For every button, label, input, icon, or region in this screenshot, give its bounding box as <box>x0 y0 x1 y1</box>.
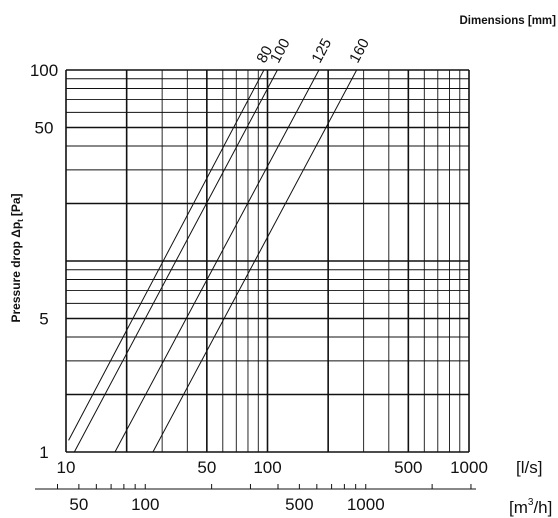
series-line-80 <box>68 69 265 441</box>
series-line-160 <box>152 69 358 453</box>
x2-tick-label: 500 <box>285 495 313 514</box>
y-tick-label: 5 <box>39 309 48 328</box>
x2-label-tail: /h] <box>533 498 552 517</box>
y-tick-label: 50 <box>35 118 54 137</box>
x-tick-label: 100 <box>253 458 281 477</box>
series-label: 100 <box>267 36 294 66</box>
series-line-100 <box>73 69 278 453</box>
series-label: 125 <box>308 36 335 66</box>
x-tick-label: 10 <box>57 458 76 477</box>
y-axis-label-subscript: t <box>16 219 25 222</box>
y-axis-label-unit: [Pa] <box>9 193 23 216</box>
x-axis-label-ls: [l/s] <box>516 458 542 477</box>
x-axis-label-m3h: [m3/h] <box>509 497 552 517</box>
legend-title: Dimensions [mm] <box>460 15 557 27</box>
grid <box>65 69 470 453</box>
x-tick-label: 50 <box>197 458 216 477</box>
x-tick-label: 1000 <box>450 458 488 477</box>
y-tick-label: 100 <box>30 61 58 80</box>
x2-label-sup: 3 <box>528 497 534 508</box>
y-tick-label: 1 <box>39 443 48 462</box>
series-label: 80 <box>253 43 276 66</box>
x2-tick-label: 1000 <box>347 495 385 514</box>
x-tick-label: 500 <box>394 458 422 477</box>
x2-tick-label: 50 <box>69 495 88 514</box>
y-axis-label-main: Pressure drop Δp <box>9 222 23 323</box>
x2-tick-label: 100 <box>131 495 159 514</box>
y-axis-label: Pressure drop Δpt [Pa] <box>9 193 25 322</box>
x2-label-base: [m <box>509 498 528 517</box>
series-line-125 <box>114 69 320 453</box>
series-label: 160 <box>346 36 373 66</box>
